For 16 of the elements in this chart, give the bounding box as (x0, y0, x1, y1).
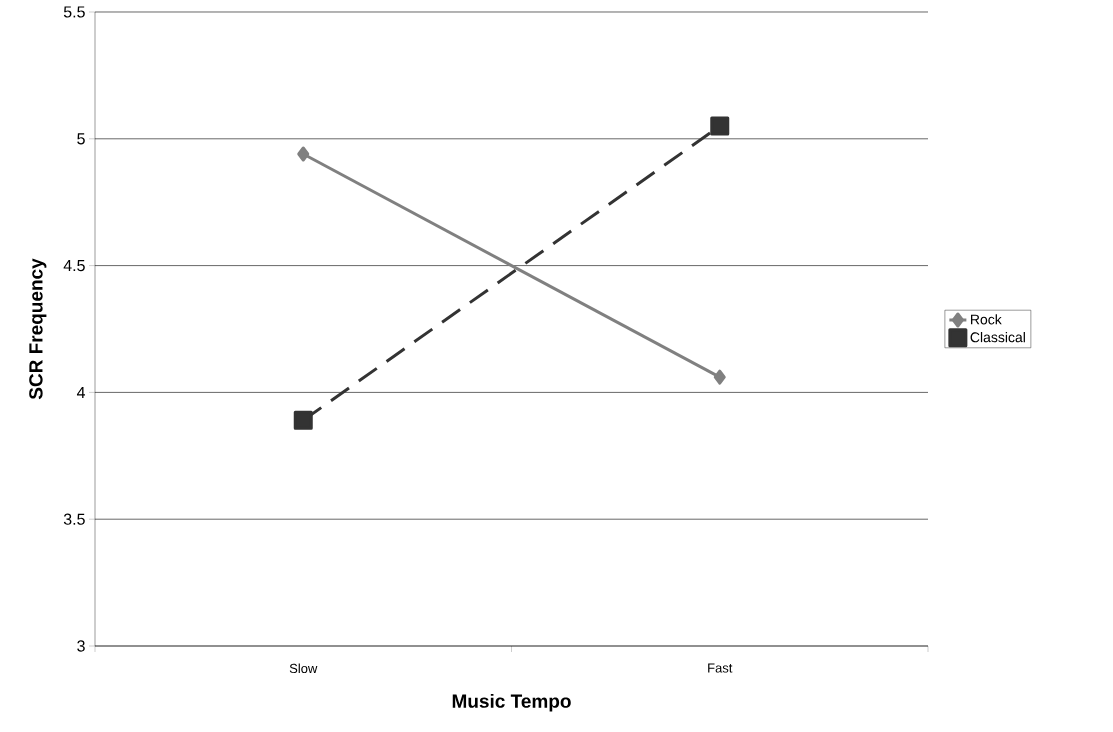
y-tick-label: 5 (77, 133, 85, 145)
x-tick-label: Slow (289, 663, 318, 674)
point (713, 369, 726, 385)
point (297, 146, 310, 162)
point (293, 410, 313, 430)
y-tick-label: 3.5 (63, 513, 85, 525)
y-tick-label: 4.5 (63, 260, 85, 272)
y-tick-label: 4 (76, 386, 86, 398)
x-axis-title: Music Tempo (452, 693, 571, 712)
legend-label: Rock (971, 314, 1002, 325)
y-tick-label: 3 (77, 640, 85, 652)
y-tick-label: 5.5 (63, 6, 85, 18)
point (710, 116, 730, 136)
legend-label: Classical (970, 331, 1025, 343)
y-axis-title: SCR Frequency (29, 258, 47, 400)
x-tick-label: Fast (708, 663, 733, 673)
